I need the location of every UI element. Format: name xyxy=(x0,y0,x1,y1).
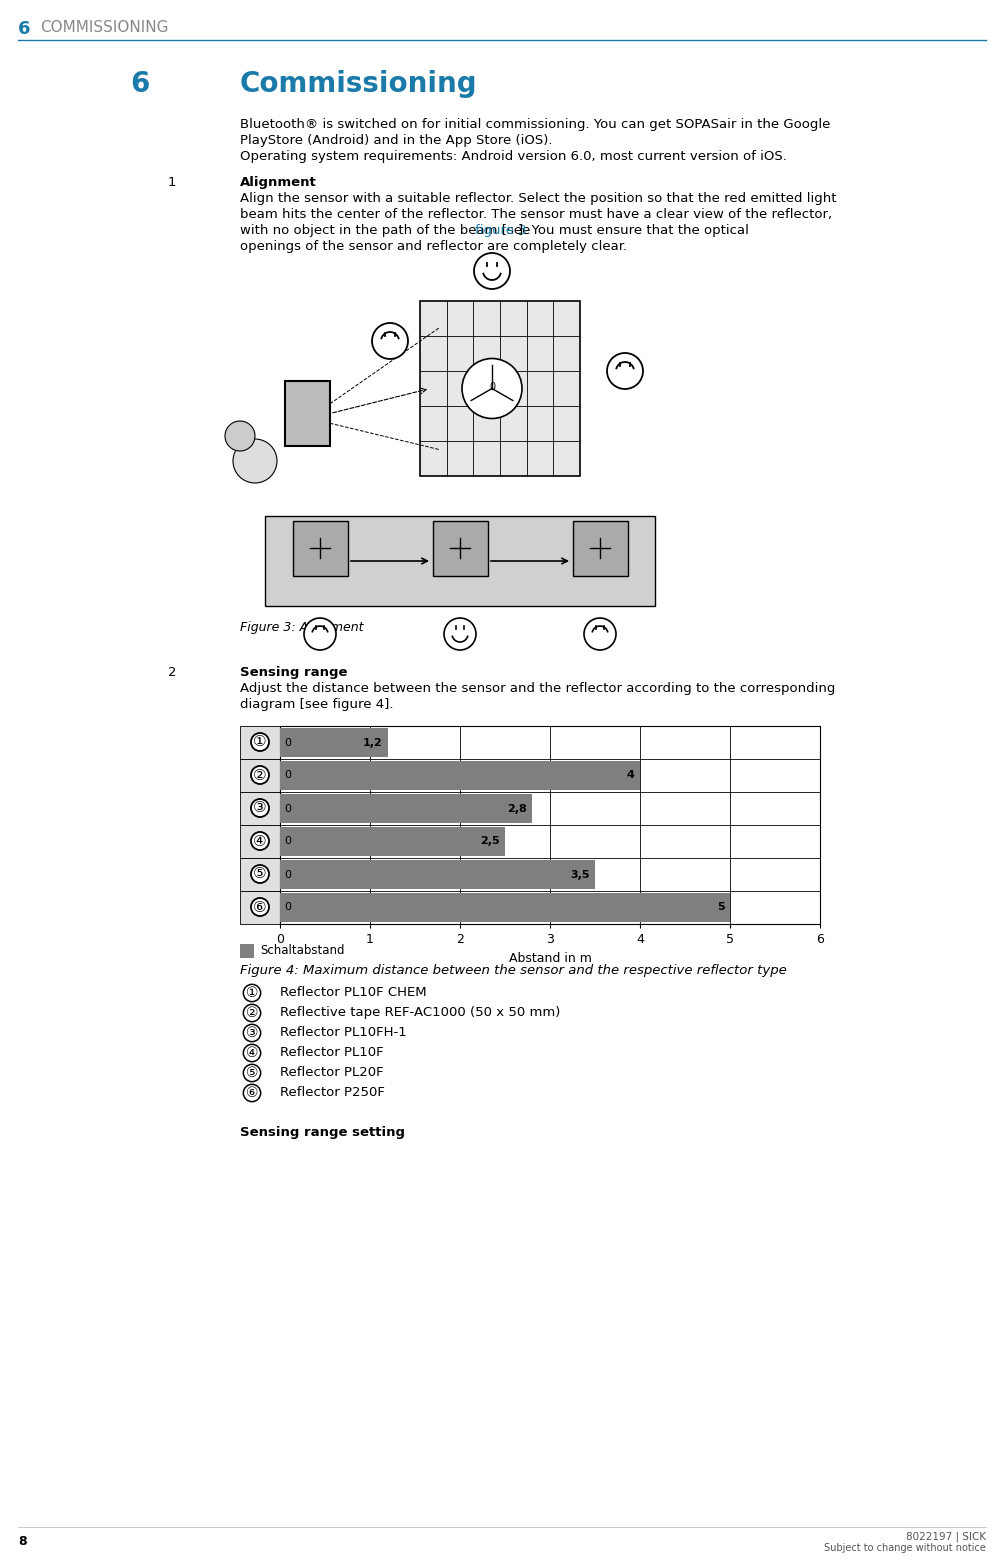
Text: ③: ③ xyxy=(253,800,267,816)
Text: Reflector PL10F CHEM: Reflector PL10F CHEM xyxy=(280,986,426,998)
Bar xyxy=(240,825,280,858)
Bar xyxy=(265,516,654,605)
Bar xyxy=(293,521,348,576)
Circle shape xyxy=(304,618,336,651)
Text: ②: ② xyxy=(246,1006,258,1020)
Text: Reflector PL20F: Reflector PL20F xyxy=(280,1065,383,1080)
Bar xyxy=(280,861,595,889)
Text: 8022197 | SICK: 8022197 | SICK xyxy=(905,1532,985,1543)
Circle shape xyxy=(225,421,255,451)
Text: 1,2: 1,2 xyxy=(362,738,382,747)
Text: Sensing range: Sensing range xyxy=(240,666,347,679)
Text: PlayStore (Android) and in the App Store (iOS).: PlayStore (Android) and in the App Store… xyxy=(240,134,552,147)
Text: Figure 3: Alignment: Figure 3: Alignment xyxy=(240,621,363,633)
Text: 0: 0 xyxy=(284,738,291,747)
Text: Reflector PL10FH-1: Reflector PL10FH-1 xyxy=(280,1026,406,1039)
Bar xyxy=(240,760,280,792)
Text: Schaltabstand: Schaltabstand xyxy=(260,944,344,956)
Text: 3,5: 3,5 xyxy=(570,869,589,880)
Text: Align the sensor with a suitable reflector. Select the position so that the red : Align the sensor with a suitable reflect… xyxy=(240,192,835,204)
Bar xyxy=(285,381,330,446)
Text: Commissioning: Commissioning xyxy=(240,70,477,98)
Text: ⑥: ⑥ xyxy=(246,1086,258,1100)
Text: ②: ② xyxy=(253,768,267,783)
Text: ①: ① xyxy=(246,986,258,1000)
Text: 2,5: 2,5 xyxy=(479,836,499,847)
Text: Figure 4: Maximum distance between the sensor and the respective reflector type: Figure 4: Maximum distance between the s… xyxy=(240,964,786,977)
Text: 4: 4 xyxy=(626,771,634,780)
Text: ④: ④ xyxy=(246,1047,258,1059)
Bar xyxy=(240,891,280,924)
Text: 8: 8 xyxy=(18,1535,27,1548)
Bar xyxy=(280,729,387,757)
Bar xyxy=(419,301,580,476)
Bar xyxy=(280,794,532,822)
Text: 0: 0 xyxy=(284,803,291,813)
Text: 6: 6 xyxy=(18,20,30,37)
Text: with no object in the path of the beam [see: with no object in the path of the beam [… xyxy=(240,225,534,237)
Bar xyxy=(240,792,280,825)
Text: beam hits the center of the reflector. The sensor must have a clear view of the : beam hits the center of the reflector. T… xyxy=(240,207,831,222)
Text: 0: 0 xyxy=(284,869,291,880)
Text: ③: ③ xyxy=(246,1026,258,1041)
Text: 1: 1 xyxy=(168,176,177,189)
Circle shape xyxy=(443,618,475,651)
Circle shape xyxy=(233,438,277,484)
Text: ④: ④ xyxy=(253,833,267,849)
Bar xyxy=(240,858,280,891)
Text: ⑤: ⑤ xyxy=(246,1065,258,1080)
Circle shape xyxy=(584,618,616,651)
Circle shape xyxy=(607,353,642,388)
Text: 5: 5 xyxy=(716,903,724,913)
Text: diagram [see figure 4].: diagram [see figure 4]. xyxy=(240,697,393,711)
Bar xyxy=(280,827,505,855)
Text: Reflective tape REF-AC1000 (50 x 50 mm): Reflective tape REF-AC1000 (50 x 50 mm) xyxy=(280,1006,560,1019)
Text: 0: 0 xyxy=(284,903,291,913)
Text: ]. You must ensure that the optical: ]. You must ensure that the optical xyxy=(518,225,748,237)
Text: ⑥: ⑥ xyxy=(253,900,267,914)
Text: Reflector P250F: Reflector P250F xyxy=(280,1086,384,1098)
Text: Sensing range setting: Sensing range setting xyxy=(240,1126,404,1139)
Text: figure 3: figure 3 xyxy=(475,225,527,237)
Text: ⑤: ⑤ xyxy=(253,866,267,881)
Text: Reflector PL10F: Reflector PL10F xyxy=(280,1047,383,1059)
X-axis label: Abstand in m: Abstand in m xyxy=(509,952,591,964)
Bar xyxy=(280,761,639,789)
Bar xyxy=(240,725,280,760)
Text: openings of the sensor and reflector are completely clear.: openings of the sensor and reflector are… xyxy=(240,240,627,253)
Bar xyxy=(432,521,487,576)
Text: 0: 0 xyxy=(284,771,291,780)
Text: ①: ① xyxy=(253,735,267,749)
Text: COMMISSIONING: COMMISSIONING xyxy=(40,20,169,34)
Text: 0: 0 xyxy=(284,836,291,847)
Text: 6: 6 xyxy=(129,70,149,98)
Text: 2,8: 2,8 xyxy=(507,803,527,813)
Text: Subject to change without notice: Subject to change without notice xyxy=(823,1543,985,1554)
Text: Adjust the distance between the sensor and the reflector according to the corres: Adjust the distance between the sensor a… xyxy=(240,682,834,696)
Text: Bluetooth® is switched on for initial commissioning. You can get SOPASair in the: Bluetooth® is switched on for initial co… xyxy=(240,119,829,131)
Text: 0: 0 xyxy=(488,382,494,392)
Text: 2: 2 xyxy=(168,666,177,679)
Text: Operating system requirements: Android version 6.0, most current version of iOS.: Operating system requirements: Android v… xyxy=(240,150,786,162)
Circle shape xyxy=(473,253,510,289)
Bar xyxy=(240,944,254,958)
Text: Alignment: Alignment xyxy=(240,176,316,189)
Bar xyxy=(280,894,729,922)
Circle shape xyxy=(372,323,407,359)
Circle shape xyxy=(461,359,522,418)
Bar xyxy=(573,521,627,576)
